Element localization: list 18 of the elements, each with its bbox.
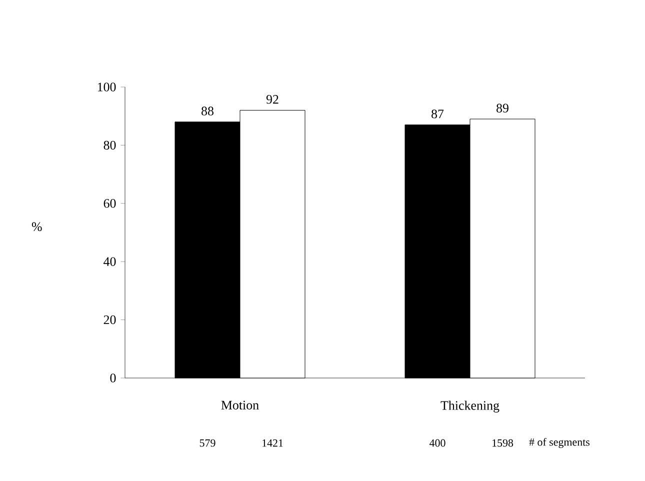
y-tick-label: 80	[104, 140, 116, 150]
x-tick-label: Thickening	[440, 400, 500, 413]
text: 1421	[262, 439, 283, 447]
text: 400	[430, 439, 446, 447]
y-tick-label: 0	[110, 374, 116, 382]
y-tick-label: 20	[104, 315, 116, 324]
data-label: 88	[202, 106, 214, 116]
data-label: 89	[496, 104, 508, 112]
y-tick-label: 40	[104, 257, 116, 266]
text: 1598	[492, 439, 514, 447]
y-tick-label: 60	[104, 199, 116, 208]
y-axis-title: %	[32, 222, 42, 232]
data-label: 92	[266, 95, 278, 104]
x-tick-label: Motion	[221, 400, 259, 410]
data-label: 87	[432, 110, 444, 118]
text: # of segments	[529, 438, 590, 448]
y-tick-label: 100	[98, 82, 116, 92]
text: 579	[200, 439, 216, 447]
